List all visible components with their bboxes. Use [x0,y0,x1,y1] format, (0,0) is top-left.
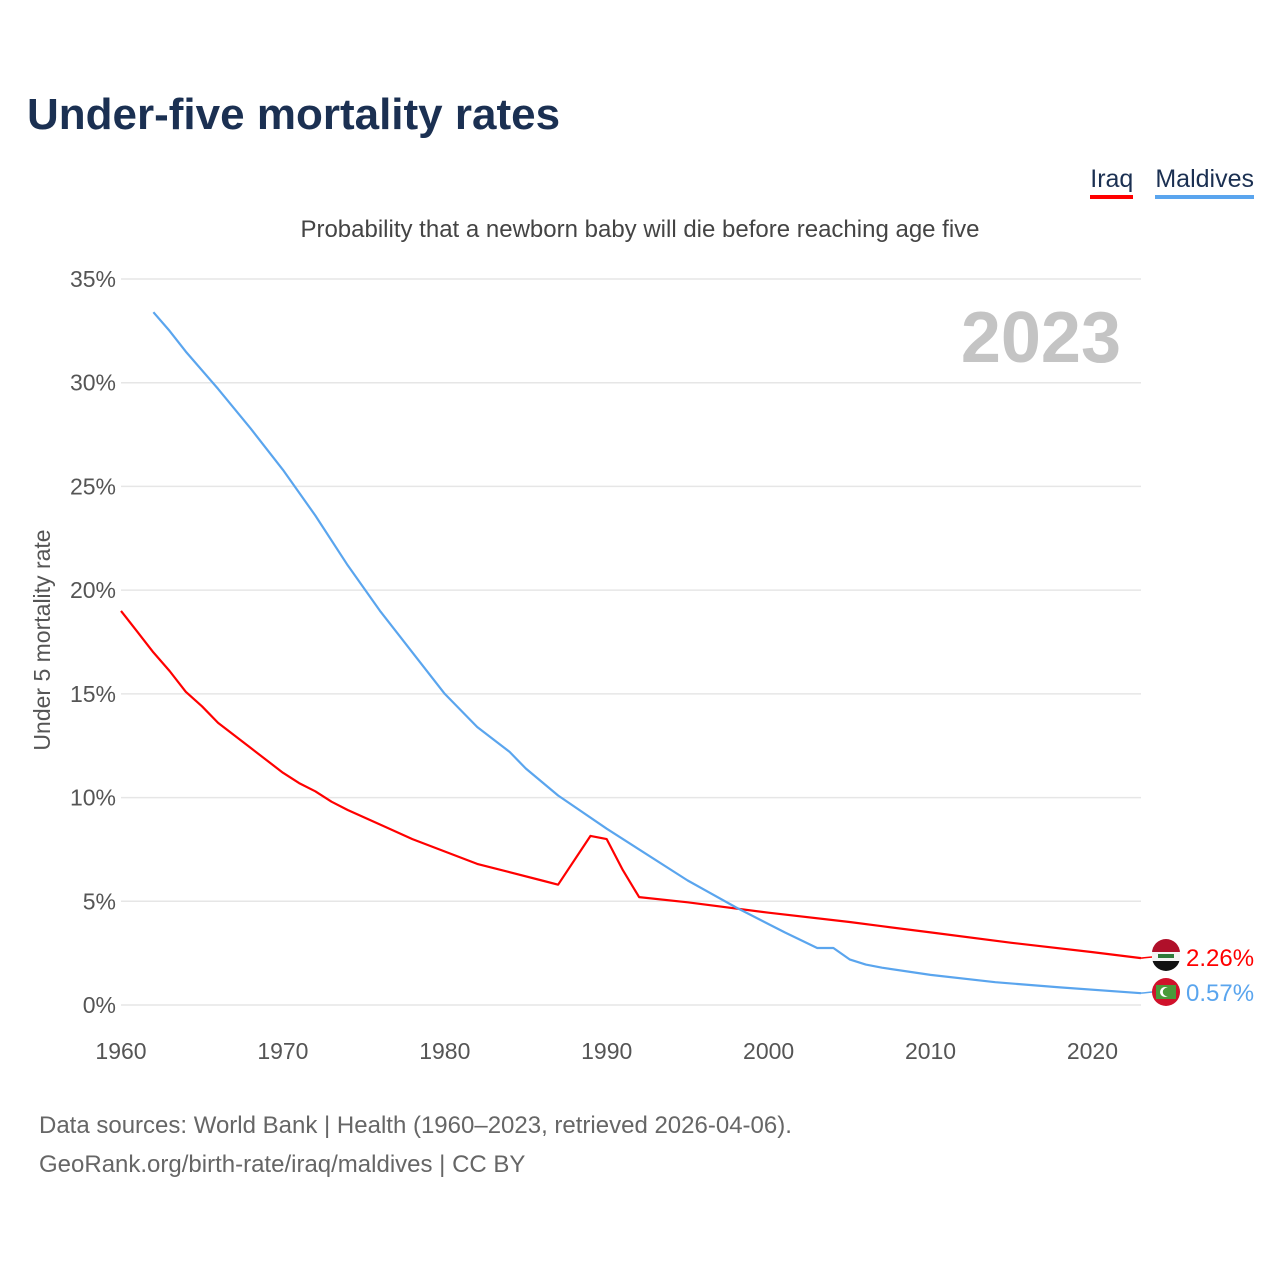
x-tick-label: 2000 [743,1038,794,1064]
legend-item-maldives[interactable]: Maldives [1155,165,1254,199]
legend-item-iraq[interactable]: Iraq [1090,165,1134,199]
series-line-maldives [152,311,1142,995]
end-connector [1140,991,1153,994]
footer: Data sources: World Bank | Health (1960–… [39,1106,792,1184]
y-tick-label: 35% [70,266,116,292]
legend: Iraq Maldives [1090,165,1254,199]
source-link[interactable]: GeoRank.org/birth-rate/iraq/maldives | C… [39,1151,526,1178]
data-source: Data sources: World Bank | Health (1960–… [39,1112,792,1139]
end-value-label: 0.57% [1186,980,1254,1007]
x-tick-label: 2010 [905,1038,956,1064]
series-line-iraq [120,610,1142,960]
x-tick-label: 1960 [95,1038,146,1064]
year-watermark: 2023 [961,298,1121,378]
chart-title: Under-five mortality rates [27,90,561,139]
y-tick-label: 10% [70,785,116,811]
y-tick-label: 5% [83,888,116,914]
y-tick-label: 0% [83,992,116,1018]
y-axis-label: Under 5 mortality rate [29,529,55,750]
x-tick-label: 1970 [257,1038,308,1064]
x-tick-label: 1980 [419,1038,470,1064]
chart-subtitle: Probability that a newborn baby will die… [300,216,980,243]
y-tick-label: 30% [70,370,116,396]
iraq-flag-icon [1152,939,1180,971]
end-connector [1140,956,1153,959]
x-tick-label: 2020 [1067,1038,1118,1064]
y-tick-label: 25% [70,473,116,499]
y-tick-label: 15% [70,681,116,707]
maldives-flag-icon [1152,978,1180,1006]
end-value-label: 2.26% [1186,945,1254,972]
y-tick-label: 20% [70,577,116,603]
x-tick-label: 1990 [581,1038,632,1064]
